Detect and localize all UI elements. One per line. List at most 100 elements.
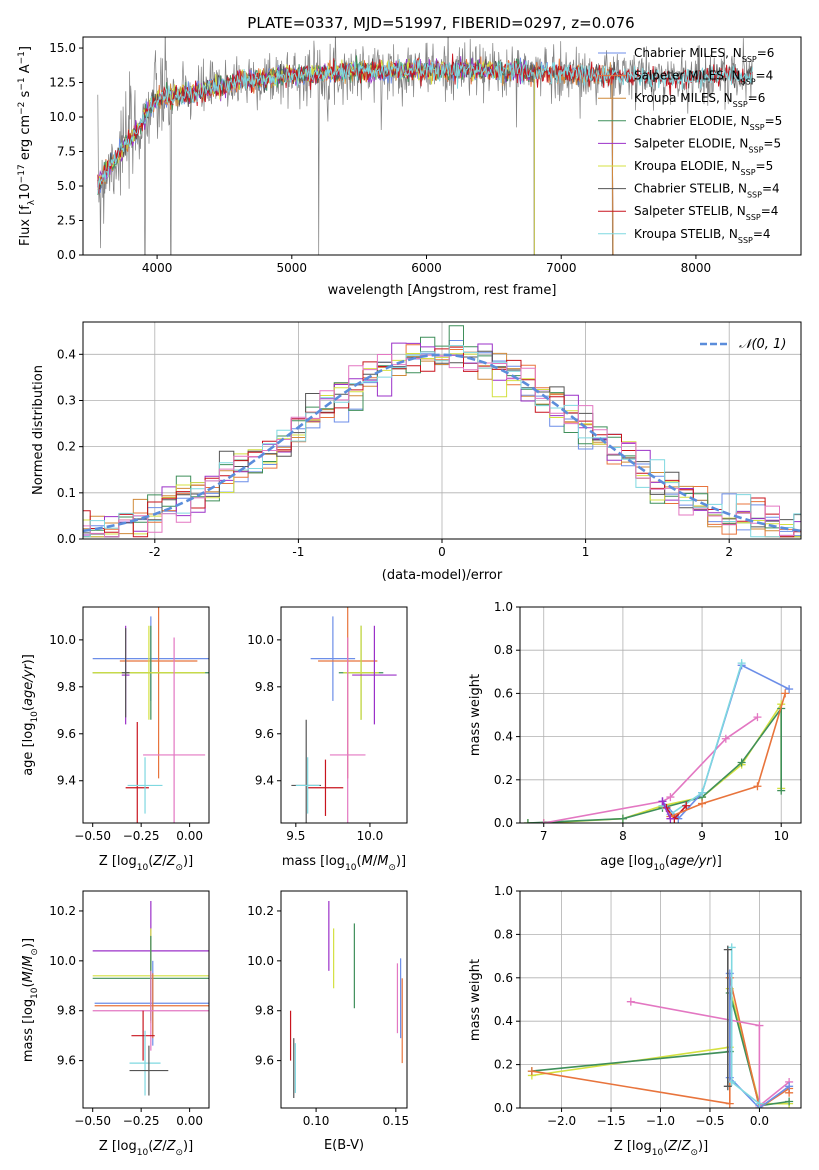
plot-area <box>527 943 794 1108</box>
series-marker <box>723 945 732 954</box>
y-tick-label: 9.8 <box>57 680 76 694</box>
y-tick-label: 0.0 <box>57 532 76 546</box>
label-part: M <box>21 956 36 967</box>
plot-area <box>83 325 801 538</box>
label-part: Flux [f <box>18 205 33 246</box>
x-tick-label: −0.50 <box>74 1114 111 1128</box>
histogram-step <box>83 346 801 538</box>
legend-sub: SSP <box>746 213 761 222</box>
label-part: 10 <box>137 863 149 873</box>
series-marker <box>682 801 691 810</box>
axes-frame <box>82 606 210 824</box>
x-tick-label: 10 <box>774 829 789 843</box>
label-part: / <box>677 1139 682 1154</box>
legend-text: Salpeter ELODIE, N <box>634 136 748 150</box>
x-tick-label: 7000 <box>546 261 577 275</box>
series-line <box>661 801 672 820</box>
x-axis-label: E(B-V) <box>324 1138 364 1153</box>
label-part: ( <box>357 854 362 869</box>
series-marker <box>666 814 675 823</box>
label-part: Z <box>667 1139 678 1154</box>
legend-sub: SSP <box>747 190 762 199</box>
label-part: −2 <box>17 102 27 115</box>
y-tick-label: 15.0 <box>49 41 76 55</box>
x-tick-label: 5000 <box>277 261 308 275</box>
legend-eq: =4 <box>761 204 779 218</box>
label-part: A <box>18 64 33 77</box>
label-part: 10 <box>653 863 665 873</box>
series-marker <box>785 685 794 694</box>
x-axis-label: Z [log10(Z/Z⊙)] <box>99 1139 193 1158</box>
label-part: ⊙ <box>30 948 40 956</box>
legend-label: Kroupa ELODIE, NSSP=5 <box>634 159 773 177</box>
y-tick-label: 5.0 <box>57 179 76 193</box>
axes-frame <box>280 890 408 1109</box>
x-tick-label: −0.25 <box>123 1114 160 1128</box>
label-part: Z [log <box>99 1139 137 1154</box>
series-marker <box>725 1099 734 1108</box>
series-marker <box>753 713 762 722</box>
series-marker <box>727 1077 736 1086</box>
legend-eq: =5 <box>756 159 774 173</box>
x-tick-label: −2.0 <box>547 1114 576 1128</box>
y-tick-label: 9.6 <box>57 1054 76 1068</box>
legend-eq: =5 <box>763 136 781 150</box>
x-tick-label: −1.5 <box>596 1114 625 1128</box>
label-part: age/yr <box>21 663 36 706</box>
y-tick-label: 0.8 <box>494 927 513 941</box>
series-marker <box>723 1082 732 1091</box>
y-tick-label: 9.4 <box>57 774 76 788</box>
legend-label: Salpeter STELIB, NSSP=4 <box>634 204 778 222</box>
legend-text: Kroupa STELIB, N <box>634 227 738 241</box>
label-part: ( <box>21 706 36 711</box>
x-axis-label: wavelength [Angstrom, rest frame] <box>328 283 557 298</box>
plot-area <box>523 659 794 823</box>
legend-text: Chabrier MILES, N <box>634 46 742 60</box>
label-part: age [log <box>600 854 653 869</box>
x-tick-label: 8000 <box>681 261 712 275</box>
label-part: ( <box>663 1139 668 1154</box>
x-tick-label: 9.5 <box>286 829 305 843</box>
label-part: )] <box>21 654 36 664</box>
y-axis-label: Flux [fλ10−17 erg cm−2 s−1 A−1] <box>17 46 37 246</box>
y-tick-label: 9.6 <box>255 1054 274 1068</box>
series-line <box>670 693 786 818</box>
histogram-step <box>83 354 801 538</box>
x-tick-label: 1 <box>582 545 590 559</box>
legend-eq: =6 <box>748 91 766 105</box>
mass-vs-metallicity-panel: −0.50 −0.25 0.009.69.810.010.2Z [log10(Z/Z… <box>21 890 210 1158</box>
plot-area <box>291 607 397 823</box>
legend-eq: =5 <box>765 114 783 128</box>
y-tick-label: 0.4 <box>494 730 513 744</box>
y-tick-label: 0.0 <box>57 248 76 262</box>
label-part: λ <box>27 199 37 205</box>
label-part: age [log <box>21 723 36 776</box>
y-tick-label: 1.0 <box>494 884 513 898</box>
label-part: Z <box>166 1139 177 1154</box>
mass-weight-vs-metallicity-panel: −2.0 −1.5 −1.0 −0.5 0.0 0.0 0.2 0.4 0.6 0.8 1.0 Z [… <box>468 884 802 1158</box>
label-part: ⊙ <box>175 863 183 873</box>
legend-sub: SSP <box>748 145 763 154</box>
label-part: )] <box>698 1139 708 1154</box>
label-part: / <box>162 1139 167 1154</box>
series-marker <box>737 659 746 668</box>
y-tick-label: 12.5 <box>49 76 76 90</box>
x-axis-label: Z [log10(Z/Z⊙)] <box>614 1139 708 1158</box>
legend-sub: SSP <box>742 55 757 64</box>
y-tick-label: 9.4 <box>255 774 274 788</box>
plot-area <box>92 607 209 823</box>
series-marker <box>539 819 548 823</box>
x-tick-label: 0.00 <box>176 829 203 843</box>
x-axis-label: Z [log10(Z/Z⊙)] <box>99 854 193 873</box>
label-part: ] <box>18 46 33 51</box>
x-tick-label: 9 <box>698 829 706 843</box>
y-tick-label: 0.8 <box>494 643 513 657</box>
label-part: Z <box>152 854 163 869</box>
label-part: −1 <box>17 77 27 90</box>
x-tick-label: 0.15 <box>382 1114 409 1128</box>
residual-histogram-panel: -2 -1 0 1 2 0.0 0.1 0.2 0.3 0.4 𝒩(0, 1) (data-model… <box>31 321 802 583</box>
legend-label: Salpeter MILES, NSSP=4 <box>634 69 773 87</box>
series-marker <box>777 786 786 795</box>
